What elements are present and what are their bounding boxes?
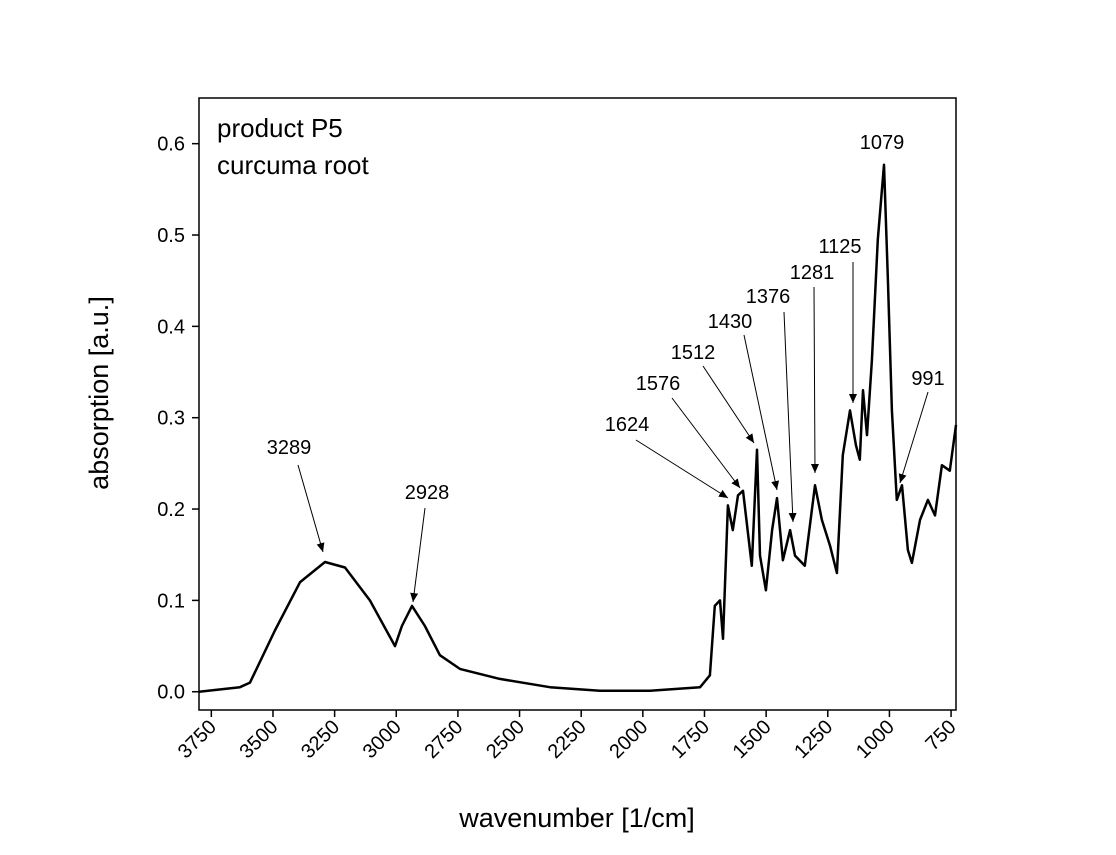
peak-label: 991 — [911, 368, 944, 390]
peak-arrow — [635, 439, 729, 499]
x-axis-title: wavenumber [1/cm] — [458, 803, 695, 833]
peak-arrow — [898, 391, 929, 484]
peak-arrow — [671, 397, 741, 489]
peak-label: 1430 — [708, 311, 753, 333]
x-tick-label: 1750 — [667, 716, 714, 763]
peak-arrow — [410, 507, 426, 603]
x-tick-label: 3000 — [359, 716, 406, 763]
y-tick-label: 0.5 — [157, 225, 185, 247]
peak-label: 1576 — [636, 373, 681, 395]
peak-arrow — [810, 286, 819, 474]
x-tick-label: 2250 — [544, 716, 591, 763]
spectrum-line — [198, 163, 958, 693]
peak-arrow — [702, 365, 755, 444]
x-tick-label: 1250 — [790, 716, 837, 763]
x-tick-label: 1500 — [729, 716, 776, 763]
x-tick-label: 2000 — [605, 716, 652, 763]
y-tick-label: 0.3 — [157, 408, 185, 430]
peak-label: 1079 — [860, 132, 905, 154]
peak-label: 2928 — [405, 482, 450, 504]
x-tick-label: 3750 — [174, 716, 221, 763]
title-line: curcuma root — [217, 150, 369, 180]
y-tick-label: 0.6 — [157, 134, 185, 156]
peak-label: 1281 — [790, 262, 835, 284]
peak-arrow — [783, 311, 797, 523]
peak-label: 3289 — [267, 437, 312, 459]
x-tick-label: 750 — [921, 716, 960, 755]
peak-arrow — [743, 334, 780, 491]
x-tick-label: 2750 — [420, 716, 467, 763]
plot-frame — [198, 97, 957, 711]
y-tick-label: 0.1 — [157, 590, 185, 612]
peak-arrow — [297, 464, 325, 553]
y-tick-label: 0.2 — [157, 499, 185, 521]
x-tick-label: 3500 — [235, 716, 282, 763]
x-tick-label: 3250 — [297, 716, 344, 763]
y-axis-title: absorption [a.u.] — [84, 296, 114, 490]
peak-label: 1512 — [671, 342, 716, 364]
y-tick-label: 0.4 — [157, 316, 185, 338]
x-tick-label: 1000 — [852, 716, 899, 763]
peak-label: 1624 — [605, 414, 650, 436]
peak-label: 1376 — [746, 286, 791, 308]
y-tick-label: 0.0 — [157, 682, 185, 704]
title-line: product P5 — [217, 113, 343, 143]
peak-label: 1125 — [818, 236, 861, 258]
x-tick-label: 2500 — [482, 716, 529, 763]
